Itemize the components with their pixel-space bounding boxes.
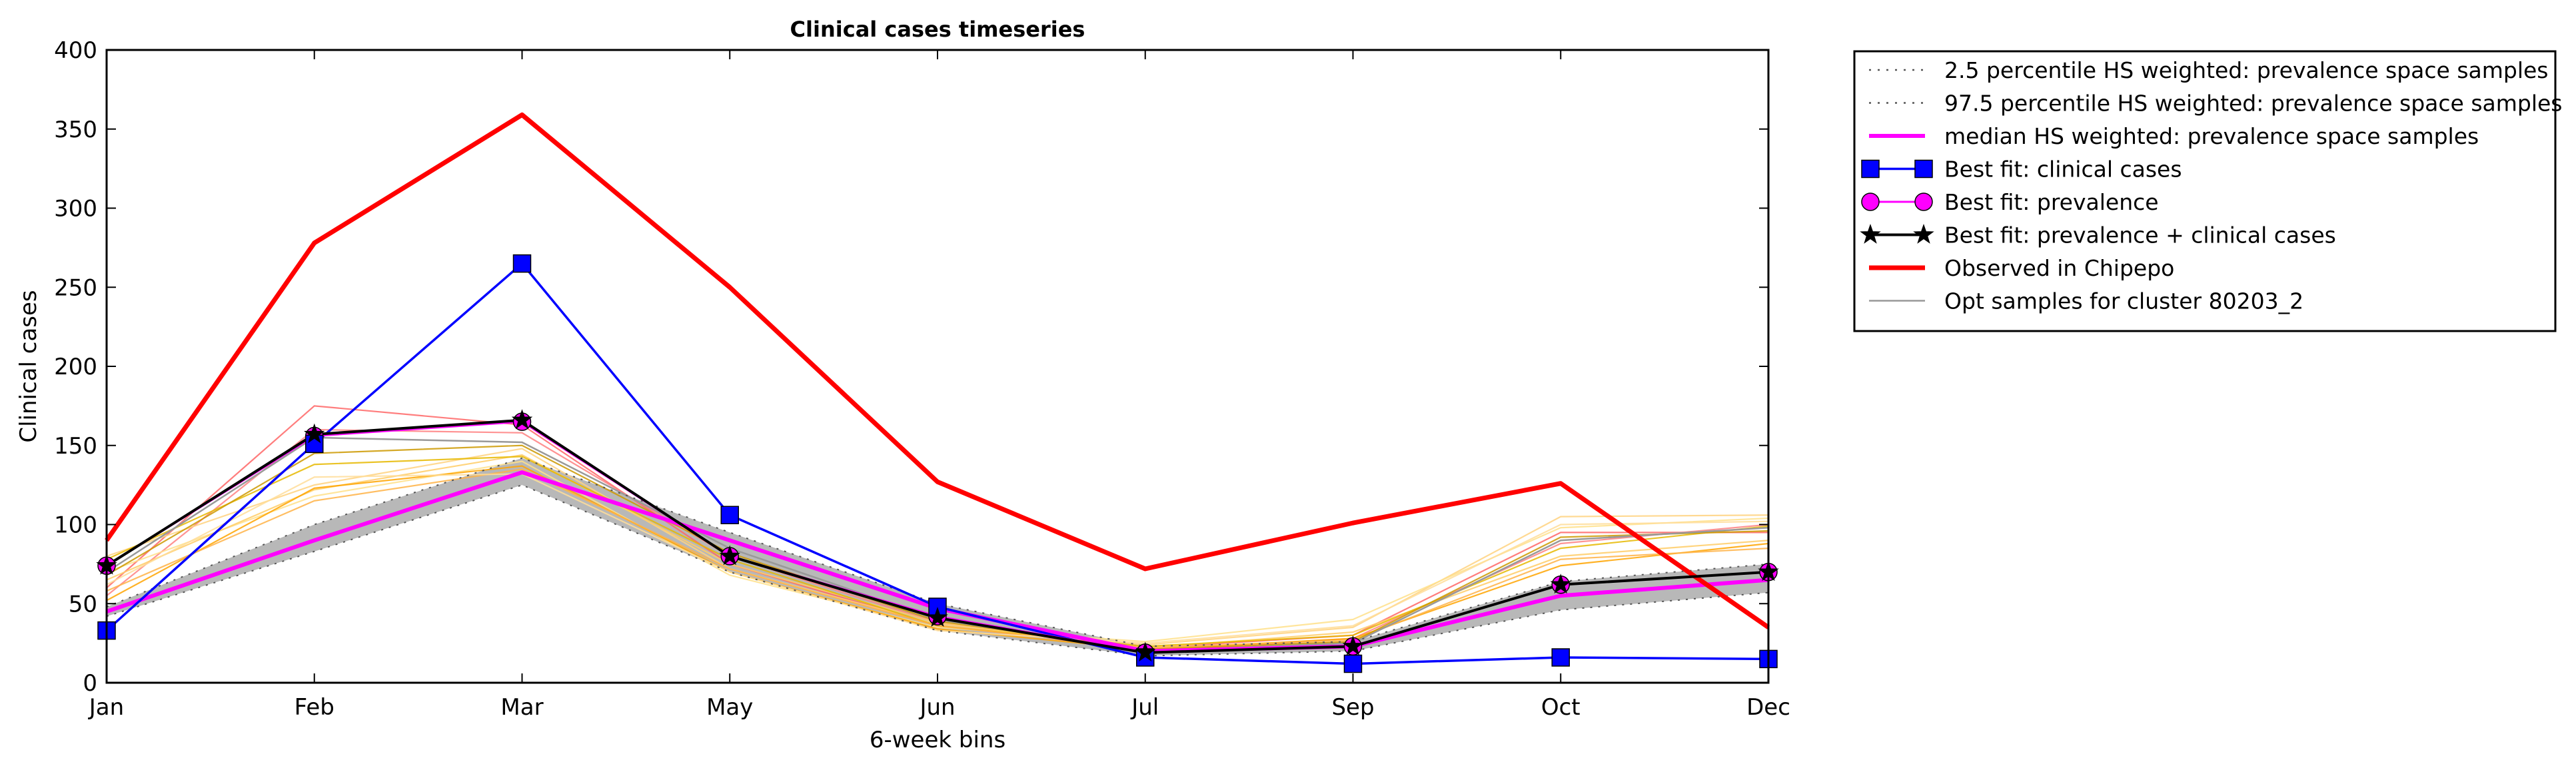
x-tick-label-jun: Jun — [918, 694, 955, 721]
y-tick-label-200: 200 — [54, 354, 97, 380]
marker-clinical-fit-line-sep — [1343, 654, 1363, 673]
y-tick-label-300: 300 — [54, 196, 97, 222]
legend-label-observed-line: Observed in Chipepo — [1944, 255, 2174, 281]
marker-combined-fit-line-may — [719, 545, 740, 566]
x-axis-title: 6-week bins — [870, 727, 1005, 753]
chart-title: Clinical cases timeseries — [790, 17, 1085, 42]
marker-clinical-fit-line-oct — [1551, 648, 1570, 667]
legend: 2.5 percentile HS weighted: prevalence s… — [1853, 50, 2563, 332]
sample-line-6 — [106, 465, 1769, 651]
legend-marker-left-clinical-fit-line — [1861, 159, 1880, 179]
sample-line-8 — [106, 468, 1769, 649]
legend-marker-right-prevalence-fit-line — [1914, 193, 1933, 211]
sample-line-10 — [106, 473, 1769, 644]
legend-box — [1853, 50, 2557, 332]
legend-marker-left-prevalence-fit-line — [1861, 193, 1880, 211]
marker-combined-fit-line-jun — [927, 607, 948, 627]
marker-combined-fit-line-feb — [304, 423, 325, 444]
y-tick-label-350: 350 — [54, 117, 97, 143]
x-tick-label-jan: Jan — [88, 694, 124, 721]
x-tick-label-dec: Dec — [1746, 694, 1790, 721]
legend-label-p97-5-line: 97.5 percentile HS weighted: prevalence … — [1944, 91, 2563, 117]
x-tick-label-oct: Oct — [1541, 694, 1581, 721]
legend-marker-right-clinical-fit-line — [1914, 159, 1933, 179]
x-tick-label-mar: Mar — [500, 694, 543, 721]
marker-combined-fit-line-jul — [1135, 641, 1156, 662]
y-tick-label-150: 150 — [54, 433, 97, 460]
x-tick-label-jul: Jul — [1130, 694, 1159, 721]
legend-label-combined-fit-line: Best fit: prevalence + clinical cases — [1944, 222, 2336, 248]
marker-clinical-fit-line-mar — [512, 254, 532, 273]
plot-area: 0 50 100 150 200 250 300 350 400 Jan Feb Mar May Jun J… — [54, 37, 1790, 721]
series-p97-5-line — [106, 457, 1769, 647]
x-tick-label-sep: Sep — [1331, 694, 1374, 721]
legend-label-clinical-fit-line: Best fit: clinical cases — [1944, 157, 2182, 183]
legend-marker-left-combined-fit-line — [1860, 223, 1881, 244]
y-tick-label-250: 250 — [54, 274, 97, 301]
legend-label-p2-5-line: 2.5 percentile HS weighted: prevalence s… — [1944, 57, 2549, 83]
y-tick-label-50: 50 — [69, 591, 97, 617]
legend-label-opt-sample-line: Opt samples for cluster 80203_2 — [1944, 288, 2303, 314]
marker-clinical-fit-line-may — [720, 506, 739, 524]
x-tick-label-feb: Feb — [295, 694, 334, 721]
marker-combined-fit-line-oct — [1550, 574, 1571, 594]
legend-marker-right-combined-fit-line — [1913, 223, 1934, 244]
marker-combined-fit-line-mar — [511, 409, 533, 430]
y-tick-label-100: 100 — [54, 512, 97, 539]
legend-label-prevalence-fit-line: Best fit: prevalence — [1944, 189, 2159, 215]
y-axis-title: Clinical cases — [15, 290, 42, 442]
y-tick-label-0: 0 — [83, 670, 97, 697]
x-tick-label-may: May — [706, 694, 753, 721]
y-tick-label-400: 400 — [54, 37, 97, 64]
legend-label-median-line: median HS weighted: prevalence space sam… — [1944, 123, 2479, 149]
series-observed-line — [105, 112, 1770, 629]
marker-combined-fit-line-sep — [1342, 635, 1364, 655]
